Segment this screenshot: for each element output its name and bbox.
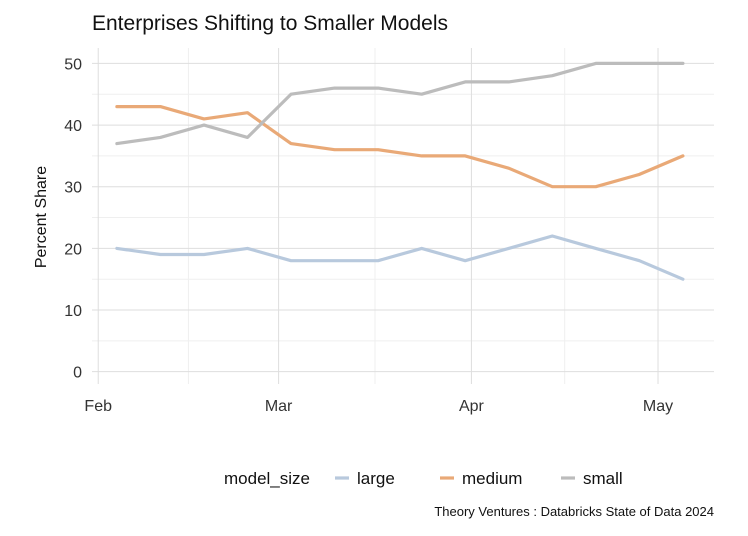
- y-tick-label: 40: [64, 118, 82, 135]
- series-lines: [115, 61, 685, 281]
- y-axis-title: Percent Share: [33, 166, 50, 268]
- x-axis-ticks: Feb Mar Apr May: [84, 398, 673, 415]
- x-tick-label: Feb: [84, 398, 112, 415]
- grid: [92, 48, 714, 384]
- y-tick-label: 20: [64, 241, 82, 258]
- series-line-large: [115, 234, 685, 281]
- legend-label-medium: medium: [462, 469, 522, 488]
- legend-title: model_size: [224, 469, 310, 488]
- y-tick-label: 10: [64, 303, 82, 320]
- x-tick-label: Apr: [459, 398, 485, 415]
- chart-title: Enterprises Shifting to Smaller Models: [92, 12, 448, 35]
- legend-label-large: large: [357, 469, 395, 488]
- series-line-medium: [115, 104, 685, 189]
- y-tick-label: 30: [64, 180, 82, 197]
- x-tick-label: Mar: [265, 398, 293, 415]
- y-axis-ticks: 0 10 20 30 40 50: [64, 56, 82, 381]
- y-tick-label: 0: [73, 365, 82, 382]
- chart-caption: Theory Ventures : Databricks State of Da…: [434, 504, 714, 519]
- legend: model_size large medium small: [224, 469, 623, 488]
- series-line-small: [115, 61, 685, 146]
- legend-label-small: small: [583, 469, 623, 488]
- x-tick-label: May: [643, 398, 673, 415]
- y-tick-label: 50: [64, 56, 82, 73]
